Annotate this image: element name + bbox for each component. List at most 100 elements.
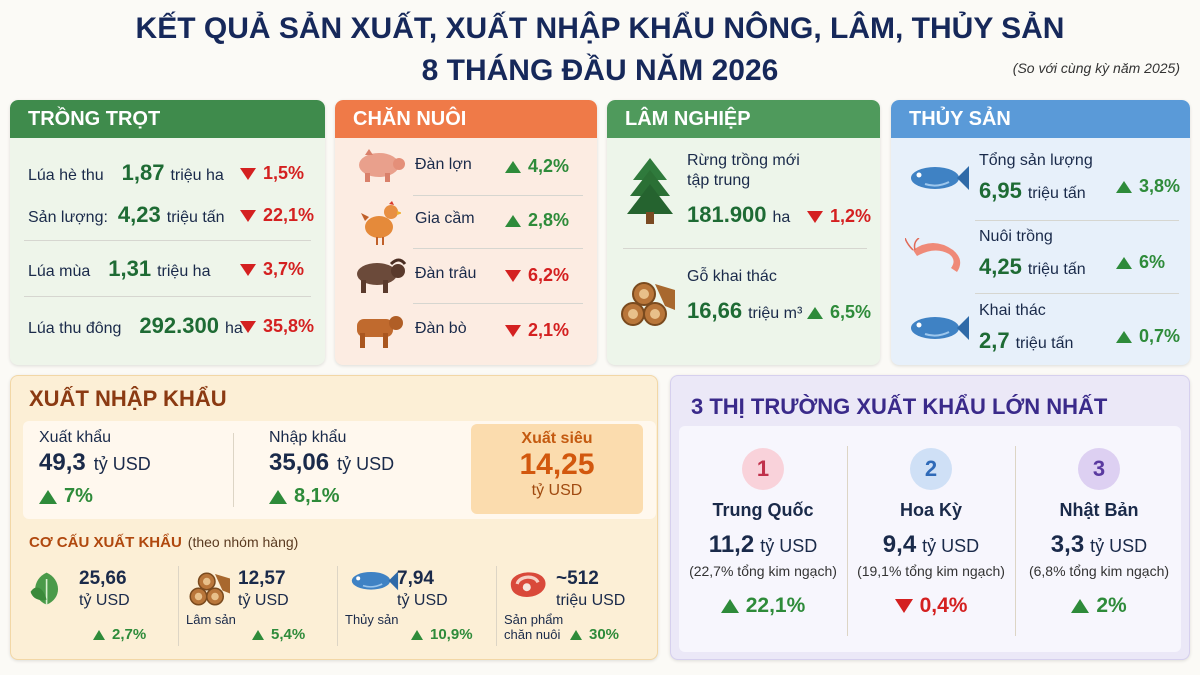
trade-box: Xuất khẩu 49,3 tỷ USD 7% Nhập khẩu 35,06 tỷ US… <box>23 421 656 519</box>
icon-shape <box>639 289 649 299</box>
row: 3,3 tỷ USD <box>1015 531 1183 559</box>
value: 4,23 <box>117 202 161 227</box>
section-title: CHĂN NUÔI <box>335 100 597 138</box>
change: 1,5% <box>240 163 304 184</box>
icon-shape <box>628 289 660 319</box>
divider <box>1015 446 1016 636</box>
icon-shape <box>362 583 383 588</box>
arrow-down <box>240 320 256 333</box>
row: 6,95 triệu tấn <box>979 178 1086 204</box>
row: 11,2 tỷ USD <box>679 531 847 559</box>
value: 1,31 <box>108 256 152 281</box>
market: 2 Hoa Kỳ 9,4 tỷ USD (19,1% tổng kim ngạch) 0,… <box>847 426 1015 652</box>
market-name: Nhật Bản <box>1059 500 1139 520</box>
separator <box>413 248 583 249</box>
unit: tỷ USD <box>79 592 130 609</box>
unit: triệu tấn <box>1015 335 1074 352</box>
separator <box>413 303 583 304</box>
change-value: 22,1% <box>745 594 806 617</box>
share: (6,8% tổng kim ngạch) <box>1028 563 1170 579</box>
row: 4,25 triệu tấn <box>979 254 1086 280</box>
change: 7% <box>39 485 93 508</box>
icon-shape <box>361 280 366 293</box>
icon-shape <box>510 572 546 597</box>
change: 10,9% <box>411 626 473 643</box>
icon-shape <box>359 149 405 182</box>
icon-shape <box>194 577 219 601</box>
icon-shape <box>391 264 405 278</box>
icon-shape <box>957 166 969 190</box>
value: 2,7 <box>979 328 1010 353</box>
unit: triệu ha <box>170 167 224 184</box>
section-panel: TRỒNG TRỌT Lúa hè thu 1,87 triệu ha 1,5% Sản … <box>10 100 325 365</box>
arrow-up <box>1116 330 1132 343</box>
label: Sản lượng: <box>28 209 108 226</box>
change: 3,8% <box>1116 176 1180 197</box>
icon <box>904 237 969 283</box>
icon-shape <box>957 316 969 340</box>
change-value: 2% <box>1096 594 1127 617</box>
label: Lúa thu đông <box>28 320 122 337</box>
change-value: 0,4% <box>919 594 968 617</box>
icon-shape <box>397 211 403 215</box>
change-value: 8,1% <box>294 485 340 507</box>
change: 8,1% <box>269 485 340 508</box>
change-value: 4,2% <box>528 156 570 176</box>
icon-shape <box>916 172 922 178</box>
icon-shape <box>365 149 373 155</box>
change: 1,2% <box>807 206 871 227</box>
value: 14,25 <box>519 448 595 481</box>
divider <box>337 566 338 646</box>
icon-shape <box>365 173 370 182</box>
section-panel: THỦY SẢN Tổng sản lượng 6,95 triệu tấn 3,8% N… <box>891 100 1190 365</box>
icon-shape <box>628 309 638 319</box>
icon-shape <box>30 587 47 601</box>
divider <box>178 566 179 646</box>
icon-shape <box>924 331 950 337</box>
arrow-down <box>240 263 256 276</box>
label: Gia cầm <box>415 210 475 227</box>
icon-shape <box>357 258 407 293</box>
label: Nuôi trồng <box>979 228 1053 245</box>
value: 292.300 <box>139 313 219 338</box>
separator <box>975 220 1179 221</box>
change-value: 2,7% <box>112 626 147 643</box>
label: Sản phẩm chăn nuôi <box>504 612 564 642</box>
row: 35,06 tỷ USD <box>269 449 394 477</box>
row: 9,4 tỷ USD <box>847 531 1015 559</box>
icon-shape <box>627 184 673 214</box>
value: 3,3 <box>1050 531 1085 558</box>
icon-shape <box>357 316 403 348</box>
change-value: 2,1% <box>528 320 570 340</box>
change-value: 2,8% <box>528 210 570 230</box>
icon <box>627 158 673 229</box>
icon-shape <box>361 213 369 221</box>
icon <box>351 256 407 299</box>
label: Xuất khẩu <box>39 429 112 446</box>
label: Đàn trâu <box>415 265 477 282</box>
market: 1 Trung Quốc 11,2 tỷ USD (22,7% tổng kim ngạ… <box>679 426 847 652</box>
separator <box>623 248 867 249</box>
icon-shape <box>360 333 365 348</box>
icon-shape <box>384 205 398 219</box>
icon-shape <box>388 571 399 591</box>
icon-shape <box>515 575 540 585</box>
structure-heading: CƠ CẤU XUẤT KHẨU <box>29 534 182 551</box>
icon-shape <box>627 158 673 224</box>
arrow-up <box>1071 599 1090 613</box>
icon <box>506 568 548 604</box>
unit: tỷ USD <box>397 592 448 609</box>
change-value: 3,8% <box>1139 176 1181 196</box>
change-value: 10,9% <box>430 626 473 643</box>
change: 2,1% <box>505 320 569 341</box>
icon <box>29 571 64 610</box>
icon-shape <box>389 316 403 330</box>
section-title: LÂM NGHIỆP <box>607 100 880 138</box>
divider <box>847 446 848 636</box>
icon-shape <box>924 181 950 187</box>
icon-shape <box>365 216 393 238</box>
icon <box>351 311 405 354</box>
change: 5,4% <box>252 626 305 643</box>
icon-shape <box>913 243 961 272</box>
